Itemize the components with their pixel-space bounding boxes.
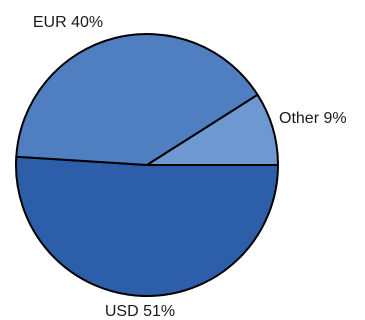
pie-labels: USD 51% EUR 40% Other 9% xyxy=(33,14,347,320)
pie-slices xyxy=(15,33,279,298)
pie-slice-usd xyxy=(15,155,279,298)
pie-label-usd: USD 51% xyxy=(105,303,175,320)
pie-slice-other xyxy=(146,93,279,166)
pie-label-other: Other 9% xyxy=(279,110,347,127)
pie-label-eur: EUR 40% xyxy=(33,14,103,31)
